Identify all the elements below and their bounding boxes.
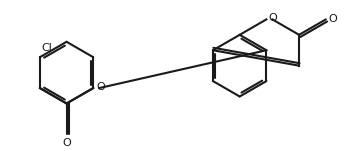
Text: O: O [62, 138, 71, 148]
Text: O: O [329, 14, 338, 24]
Text: Cl: Cl [42, 43, 53, 53]
Text: O: O [96, 82, 105, 92]
Text: O: O [268, 13, 277, 23]
